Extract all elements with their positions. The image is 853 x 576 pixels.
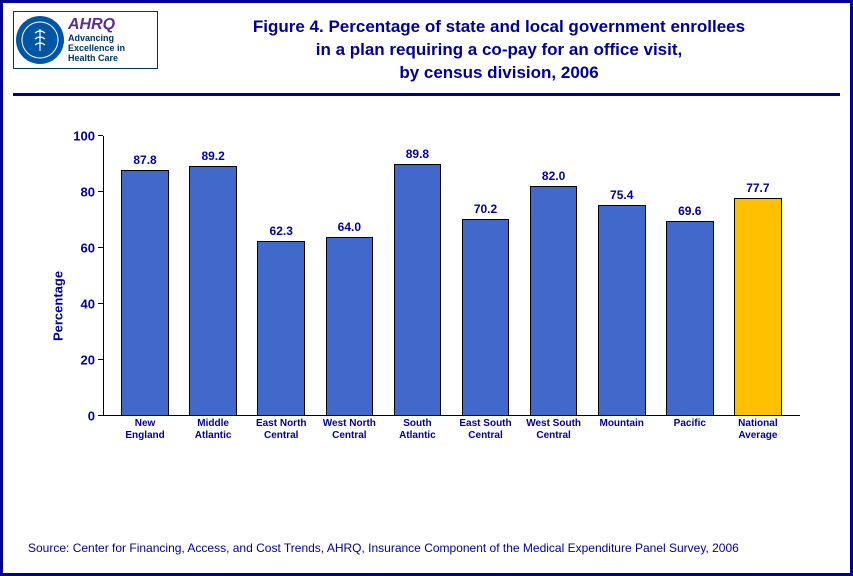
y-tick-label: 80 (81, 184, 103, 199)
source-citation: Source: Center for Financing, Access, an… (28, 541, 825, 555)
bar-slot: 87.8 (111, 136, 179, 416)
bar-slot: 69.6 (656, 136, 724, 416)
y-tick-label: 0 (88, 408, 103, 423)
bar-slot: 64.0 (315, 136, 383, 416)
bars-group: 87.8 89.2 62.3 64.0 89.8 70.2 82.0 75.4 69.6 77.7 (103, 136, 800, 416)
bar: 62.3 (257, 241, 305, 415)
title-line-1: Figure 4. Percentage of state and local … (158, 16, 840, 39)
bar-value-label: 64.0 (338, 220, 361, 234)
y-tick-label: 40 (81, 296, 103, 311)
x-category-label: West SouthCentral (520, 418, 588, 442)
hhs-seal-icon (16, 16, 64, 64)
x-category-label: NewEngland (111, 418, 179, 442)
bar-slot: 62.3 (247, 136, 315, 416)
bar: 64.0 (326, 237, 374, 416)
bar-slot: 89.2 (179, 136, 247, 416)
bar-slot: 82.0 (520, 136, 588, 416)
x-category-label: Pacific (656, 418, 724, 442)
x-category-label: SouthAtlantic (383, 418, 451, 442)
x-category-label: MiddleAtlantic (179, 418, 247, 442)
x-category-label: West NorthCentral (315, 418, 383, 442)
bar-value-label: 82.0 (542, 169, 565, 183)
x-category-label: East SouthCentral (451, 418, 519, 442)
title-line-3: by census division, 2006 (158, 62, 840, 85)
bar: 82.0 (530, 186, 578, 416)
y-axis-label: Percentage (51, 271, 66, 341)
bar: 89.2 (189, 166, 237, 416)
bar: 89.8 (394, 164, 442, 415)
bar: 70.2 (462, 219, 510, 416)
bar: 75.4 (598, 205, 646, 416)
header-divider (13, 93, 840, 96)
y-tick-label: 20 (81, 352, 103, 367)
x-category-label: Mountain (588, 418, 656, 442)
bar-value-label: 89.2 (201, 149, 224, 163)
y-tick-label: 60 (81, 240, 103, 255)
agency-logo: AHRQ Advancing Excellence in Health Care (13, 11, 158, 69)
x-category-label: NationalAverage (724, 418, 792, 442)
bar-value-label: 69.6 (678, 204, 701, 218)
logo-tagline-3: Health Care (68, 54, 125, 64)
bar-value-label: 70.2 (474, 202, 497, 216)
bar-value-label: 62.3 (270, 224, 293, 238)
bar: 77.7 (734, 198, 782, 416)
bar-slot: 75.4 (588, 136, 656, 416)
bar-value-label: 87.8 (133, 153, 156, 167)
header: AHRQ Advancing Excellence in Health Care… (3, 3, 850, 89)
bar-slot: 70.2 (451, 136, 519, 416)
plot-area: 020406080100 87.889.262.364.089.870.282.… (103, 136, 800, 416)
bar-value-label: 75.4 (610, 188, 633, 202)
x-category-label: East NorthCentral (247, 418, 315, 442)
bar: 87.8 (121, 170, 169, 416)
chart-title: Figure 4. Percentage of state and local … (158, 11, 840, 85)
bar-slot: 77.7 (724, 136, 792, 416)
x-labels: NewEnglandMiddleAtlanticEast NorthCentra… (103, 418, 800, 442)
bar-slot: 89.8 (383, 136, 451, 416)
chart-area: Percentage 020406080100 87.889.262.364.0… (33, 136, 820, 476)
logo-text: AHRQ Advancing Excellence in Health Care (68, 16, 125, 63)
bar-value-label: 89.8 (406, 147, 429, 161)
bar: 69.6 (666, 221, 714, 416)
ahrq-wordmark: AHRQ (68, 16, 125, 34)
figure-container: AHRQ Advancing Excellence in Health Care… (0, 0, 853, 576)
y-tick-label: 100 (73, 128, 103, 143)
bar-value-label: 77.7 (746, 181, 769, 195)
title-line-2: in a plan requiring a co-pay for an offi… (158, 39, 840, 62)
